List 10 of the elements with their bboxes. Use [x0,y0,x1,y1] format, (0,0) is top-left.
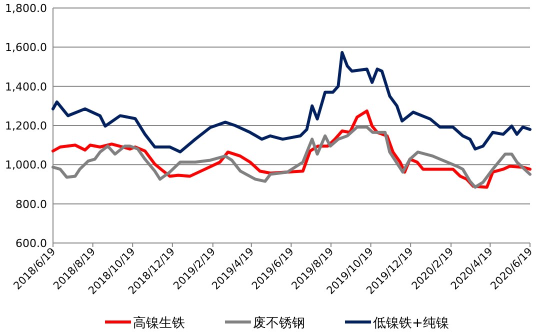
y-tick-label: 800.0 [16,198,47,211]
legend-label: 废不锈钢 [253,316,305,331]
y-tick-label: 1,600.0 [5,41,47,54]
legend-label: 低镍铁+纯镍 [373,316,449,331]
legend-label: 高镍生铁 [133,315,185,331]
y-tick-label: 1,000.0 [5,158,47,172]
y-tick-label: 600.0 [16,237,47,250]
y-tick-label: 1,400.0 [5,80,47,94]
y-tick-label: 1,800.0 [5,2,47,15]
y-tick-label: 1,200.0 [5,120,47,132]
